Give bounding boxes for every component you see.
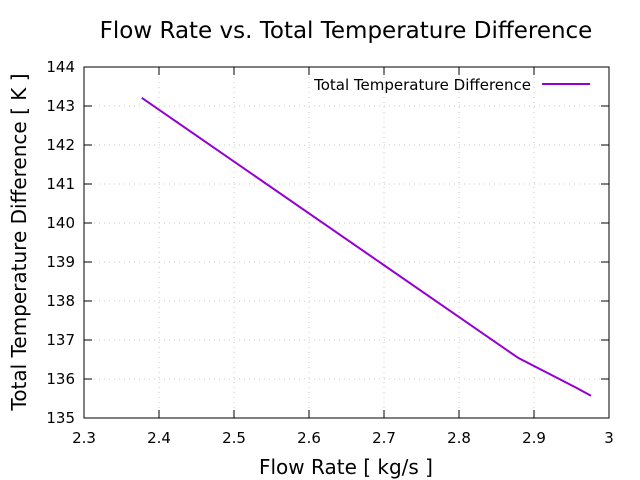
- x-tick-label: 3: [604, 429, 614, 447]
- series-group: [141, 96, 592, 397]
- x-tick-label: 2.7: [372, 429, 396, 447]
- axis-ticks: 2.3 2.4 2.5 2.6 2.7 2.8 2.9 3 135 136 137 138 139 140…: [46, 58, 613, 447]
- y-axis-label: Total Temperature Difference [ K ]: [7, 73, 31, 411]
- grid: [84, 67, 609, 418]
- x-axis-label: Flow Rate [ kg/s ]: [259, 455, 433, 479]
- legend: Total Temperature Difference: [313, 76, 590, 94]
- plot-border: [83, 66, 610, 419]
- y-tick-label: 135: [46, 409, 75, 427]
- y-tick-label: 136: [46, 370, 75, 388]
- y-tick-label: 142: [46, 136, 75, 154]
- y-tick-label: 144: [46, 58, 75, 76]
- legend-label: Total Temperature Difference: [313, 76, 531, 94]
- y-tick-label: 138: [46, 292, 75, 310]
- y-tick-label: 143: [46, 97, 75, 115]
- x-tick-label: 2.3: [72, 429, 96, 447]
- y-tick-label: 137: [46, 331, 75, 349]
- x-tick-label: 2.4: [147, 429, 171, 447]
- y-tick-label: 141: [46, 175, 75, 193]
- y-tick-label: 139: [46, 253, 75, 271]
- y-tick-label: 140: [46, 214, 75, 232]
- series-line: [141, 96, 592, 397]
- x-tick-label: 2.6: [297, 429, 321, 447]
- chart-title: Flow Rate vs. Total Temperature Differen…: [100, 18, 593, 44]
- x-tick-label: 2.9: [522, 429, 546, 447]
- x-tick-label: 2.8: [447, 429, 471, 447]
- x-tick-label: 2.5: [222, 429, 246, 447]
